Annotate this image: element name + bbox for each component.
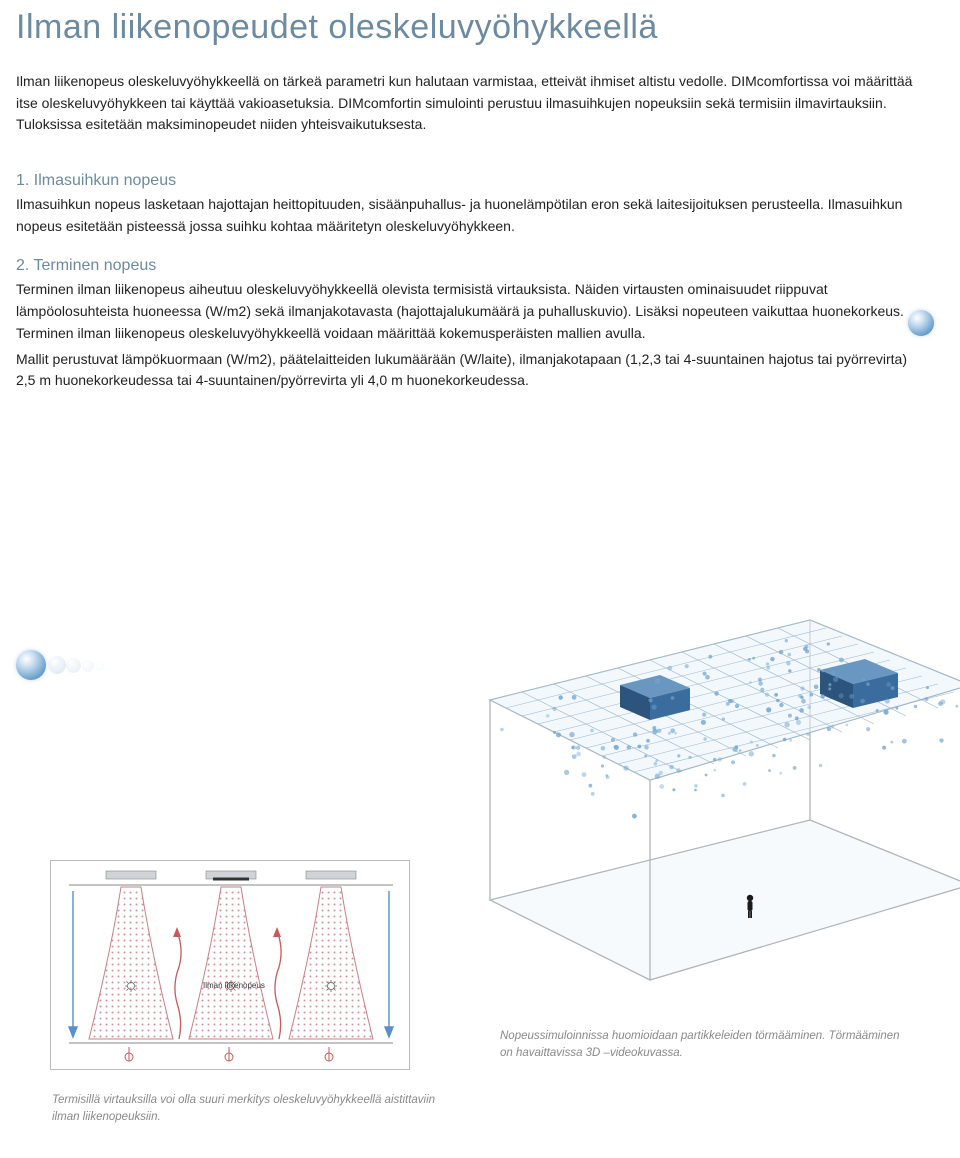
intro-paragraph: Ilman liikenopeus oleskeluvyöhykkeellä o…: [16, 71, 916, 136]
section2-heading: 2. Terminen nopeus: [16, 257, 924, 275]
sphere-trail-icon: [48, 655, 118, 675]
intro-block: Ilman liikenopeus oleskeluvyöhykkeellä o…: [16, 71, 916, 136]
page-title: Ilman liikenopeudet oleskeluvyöhykkeellä: [16, 8, 924, 47]
section2-body: Terminen ilman liikenopeus aiheutuu oles…: [16, 279, 916, 391]
diagram-label: Ilman liikenopeus: [203, 981, 265, 990]
section1-heading: 1. Ilmasuihkun nopeus: [16, 172, 924, 190]
sphere-icon: [908, 310, 934, 336]
caption-left: Termisillä virtauksilla voi olla suuri m…: [52, 1092, 452, 1125]
section2-text2: Mallit perustuvat lämpökuormaan (W/m2), …: [16, 349, 916, 392]
caption-right: Nopeussimuloinnissa huomioidaan partikke…: [500, 1028, 900, 1061]
airflow-section-diagram: Ilman liikenopeus: [50, 860, 410, 1070]
sphere-icon: [16, 650, 46, 680]
section2-text1: Terminen ilman liikenopeus aiheutuu oles…: [16, 279, 916, 344]
section1-text: Ilmasuihkun nopeus lasketaan hajottajan …: [16, 194, 916, 237]
section1-body: Ilmasuihkun nopeus lasketaan hajottajan …: [16, 194, 916, 237]
room-3d-illustration: [450, 580, 960, 1000]
